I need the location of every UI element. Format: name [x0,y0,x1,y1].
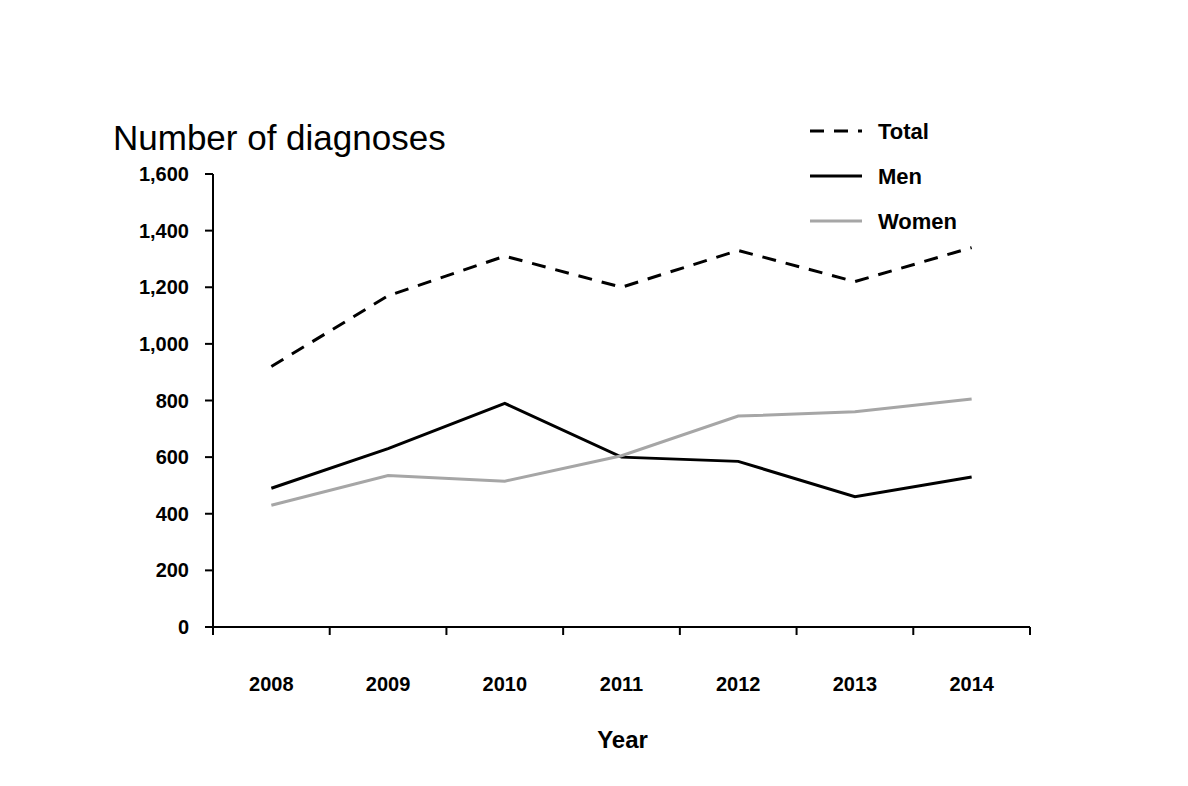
x-tick-label: 2008 [249,673,294,695]
x-tick [212,627,214,635]
y-tick-label: 600 [156,446,189,468]
y-tick [205,286,213,288]
y-tick [205,456,213,458]
y-tick-label: 1,200 [139,276,189,298]
x-tick [912,627,914,635]
y-axis [212,174,214,627]
x-tick [1029,627,1031,635]
x-axis-label: Year [597,726,648,753]
x-tick [796,627,798,635]
x-tick-label: 2013 [833,673,878,695]
legend-label: Men [878,164,922,189]
legend-swatch [810,220,862,223]
y-tick-label: 400 [156,503,189,525]
series-line [271,248,971,367]
x-tick-label: 2010 [483,673,528,695]
y-tick [205,173,213,175]
legend-label: Total [878,119,929,144]
y-tick-label: 1,400 [139,220,189,242]
y-tick [205,513,213,515]
series-line [271,403,971,496]
legend-swatch [810,130,862,133]
x-tick-label: 2014 [949,673,994,695]
y-tick [205,230,213,232]
x-axis [213,626,1030,628]
series-line [271,399,971,505]
plot-area [271,248,971,506]
y-tick [205,626,213,628]
y-tick [205,569,213,571]
x-tick [679,627,681,635]
x-tick-label: 2009 [366,673,411,695]
x-tick-label: 2011 [600,673,643,695]
legend-swatch [810,175,862,178]
x-tick [329,627,331,635]
y-tick-label: 800 [156,390,189,412]
chart: Number of diagnoses 0 200 400 600 800 1,000 1,2… [0,0,1188,786]
x-tick [445,627,447,635]
y-tick [205,400,213,402]
legend-label: Women [878,209,957,234]
y-tick [205,343,213,345]
y-tick-label: 0 [178,616,189,638]
x-tick [562,627,564,635]
y-tick-label: 1,600 [139,163,189,185]
y-tick-label: 1,000 [139,333,189,355]
y-tick-label: 200 [156,559,189,581]
title: Number of diagnoses [113,118,446,157]
x-tick-label: 2012 [716,673,761,695]
